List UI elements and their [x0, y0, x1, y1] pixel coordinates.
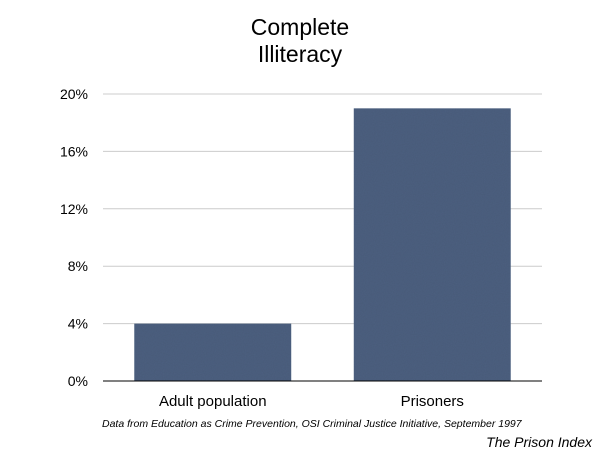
x-tick-label: Prisoners: [401, 393, 464, 410]
bar: [353, 108, 511, 381]
y-tick-label: 20%: [60, 86, 88, 102]
y-axis-tick-labels: 0% 4% 8% 12% 16% 20%: [60, 86, 88, 389]
x-axis-tick-labels: Adult population Prisoners: [159, 393, 464, 410]
y-tick-label: 4%: [68, 316, 88, 332]
source-note: Data from Education as Crime Prevention,…: [102, 418, 522, 430]
brand-label: The Prison Index: [486, 434, 592, 450]
bar: [134, 323, 292, 381]
chart-title-line-2: Illiteracy: [257, 41, 343, 67]
chart-title-line-1: Complete: [250, 14, 350, 40]
bars: [134, 108, 511, 381]
y-tick-label: 16%: [60, 143, 88, 159]
y-tick-label: 12%: [60, 201, 88, 217]
y-tick-label: 0%: [68, 373, 88, 389]
chart-title: Complete Illiteracy: [0, 14, 600, 68]
x-tick-label: Adult population: [159, 393, 267, 410]
y-tick-label: 8%: [68, 258, 88, 274]
